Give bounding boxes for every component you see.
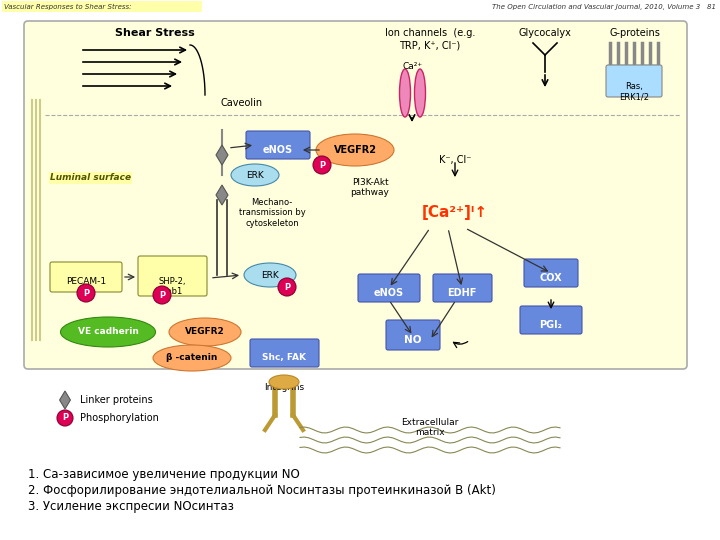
Text: COX: COX	[540, 273, 562, 283]
Text: The Open Circulation and Vascular Journal, 2010, Volume 3   81: The Open Circulation and Vascular Journa…	[492, 4, 716, 10]
Ellipse shape	[231, 164, 279, 186]
FancyBboxPatch shape	[433, 274, 492, 302]
FancyBboxPatch shape	[246, 131, 310, 159]
Text: Integrins: Integrins	[264, 383, 304, 392]
Text: VEGFR2: VEGFR2	[185, 327, 225, 336]
Text: Shear Stress: Shear Stress	[115, 28, 195, 38]
Text: Vascular Responses to Shear Stress:: Vascular Responses to Shear Stress:	[4, 4, 132, 10]
Text: Ras,
ERK1/2: Ras, ERK1/2	[619, 82, 649, 102]
Text: P: P	[83, 288, 89, 298]
Circle shape	[153, 286, 171, 304]
FancyBboxPatch shape	[2, 1, 202, 12]
Text: NO: NO	[404, 335, 422, 345]
FancyBboxPatch shape	[50, 262, 122, 292]
Text: EDHF: EDHF	[447, 288, 477, 298]
Text: PECAM-1: PECAM-1	[66, 277, 106, 286]
Circle shape	[278, 278, 296, 296]
Text: ERK: ERK	[261, 271, 279, 280]
Ellipse shape	[269, 375, 299, 389]
Text: 2. Фосфорилирование эндотелиальной Noсинтазы протеинкиназой В (Akt): 2. Фосфорилирование эндотелиальной Noсин…	[28, 484, 496, 497]
Text: Linker proteins: Linker proteins	[80, 395, 153, 405]
FancyBboxPatch shape	[138, 256, 207, 296]
Text: P: P	[284, 282, 290, 292]
Text: VE cadherin: VE cadherin	[78, 327, 138, 336]
FancyBboxPatch shape	[524, 259, 578, 287]
Text: [Ca²⁺]ᴵ↑: [Ca²⁺]ᴵ↑	[422, 205, 488, 220]
FancyBboxPatch shape	[358, 274, 420, 302]
Ellipse shape	[153, 345, 231, 371]
Text: Ca²⁺: Ca²⁺	[403, 62, 423, 71]
Text: eNOS: eNOS	[263, 145, 293, 155]
Text: 1. Ca-зависимое увеличение продукции NO: 1. Ca-зависимое увеличение продукции NO	[28, 468, 300, 481]
Text: P: P	[319, 160, 325, 170]
Text: Glycocalyx: Glycocalyx	[518, 28, 572, 38]
Polygon shape	[216, 185, 228, 205]
Ellipse shape	[60, 317, 156, 347]
Text: Phosphorylation: Phosphorylation	[80, 413, 159, 423]
Text: G-proteins: G-proteins	[610, 28, 660, 38]
Text: Shc, FAK: Shc, FAK	[262, 353, 306, 362]
Polygon shape	[60, 391, 71, 409]
Text: K⁻, Cl⁻: K⁻, Cl⁻	[438, 155, 471, 165]
FancyBboxPatch shape	[386, 320, 440, 350]
Text: TRP, K⁺, Cl⁻): TRP, K⁺, Cl⁻)	[400, 40, 461, 50]
Ellipse shape	[400, 69, 410, 117]
Circle shape	[57, 410, 73, 426]
Ellipse shape	[415, 69, 426, 117]
Ellipse shape	[169, 318, 241, 346]
Text: Extracellular
matrix: Extracellular matrix	[401, 418, 459, 437]
FancyBboxPatch shape	[250, 339, 319, 367]
Ellipse shape	[244, 263, 296, 287]
Text: VEGFR2: VEGFR2	[333, 145, 377, 155]
Polygon shape	[216, 145, 228, 165]
Text: P: P	[159, 291, 165, 300]
Text: ERK: ERK	[246, 171, 264, 179]
FancyBboxPatch shape	[606, 65, 662, 97]
Text: SHP-2,
Gab1: SHP-2, Gab1	[158, 277, 186, 296]
Text: P: P	[62, 414, 68, 422]
Text: β -catenin: β -catenin	[166, 354, 217, 362]
Circle shape	[77, 284, 95, 302]
Text: 3. Усиление экспресии NOсинтаз: 3. Усиление экспресии NOсинтаз	[28, 500, 234, 513]
Text: Caveolin: Caveolin	[221, 98, 263, 108]
Ellipse shape	[316, 134, 394, 166]
Text: PI3K-Akt
pathway: PI3K-Akt pathway	[351, 178, 390, 198]
Text: Mechano-
transmission by
cytoskeleton: Mechano- transmission by cytoskeleton	[238, 198, 305, 228]
Text: Luminal surface: Luminal surface	[50, 173, 131, 183]
FancyBboxPatch shape	[24, 21, 687, 369]
Circle shape	[313, 156, 331, 174]
FancyBboxPatch shape	[520, 306, 582, 334]
Text: PGI₂: PGI₂	[539, 320, 562, 330]
Text: Ion channels  (e.g.: Ion channels (e.g.	[384, 28, 475, 38]
Text: eNOS: eNOS	[374, 288, 404, 298]
